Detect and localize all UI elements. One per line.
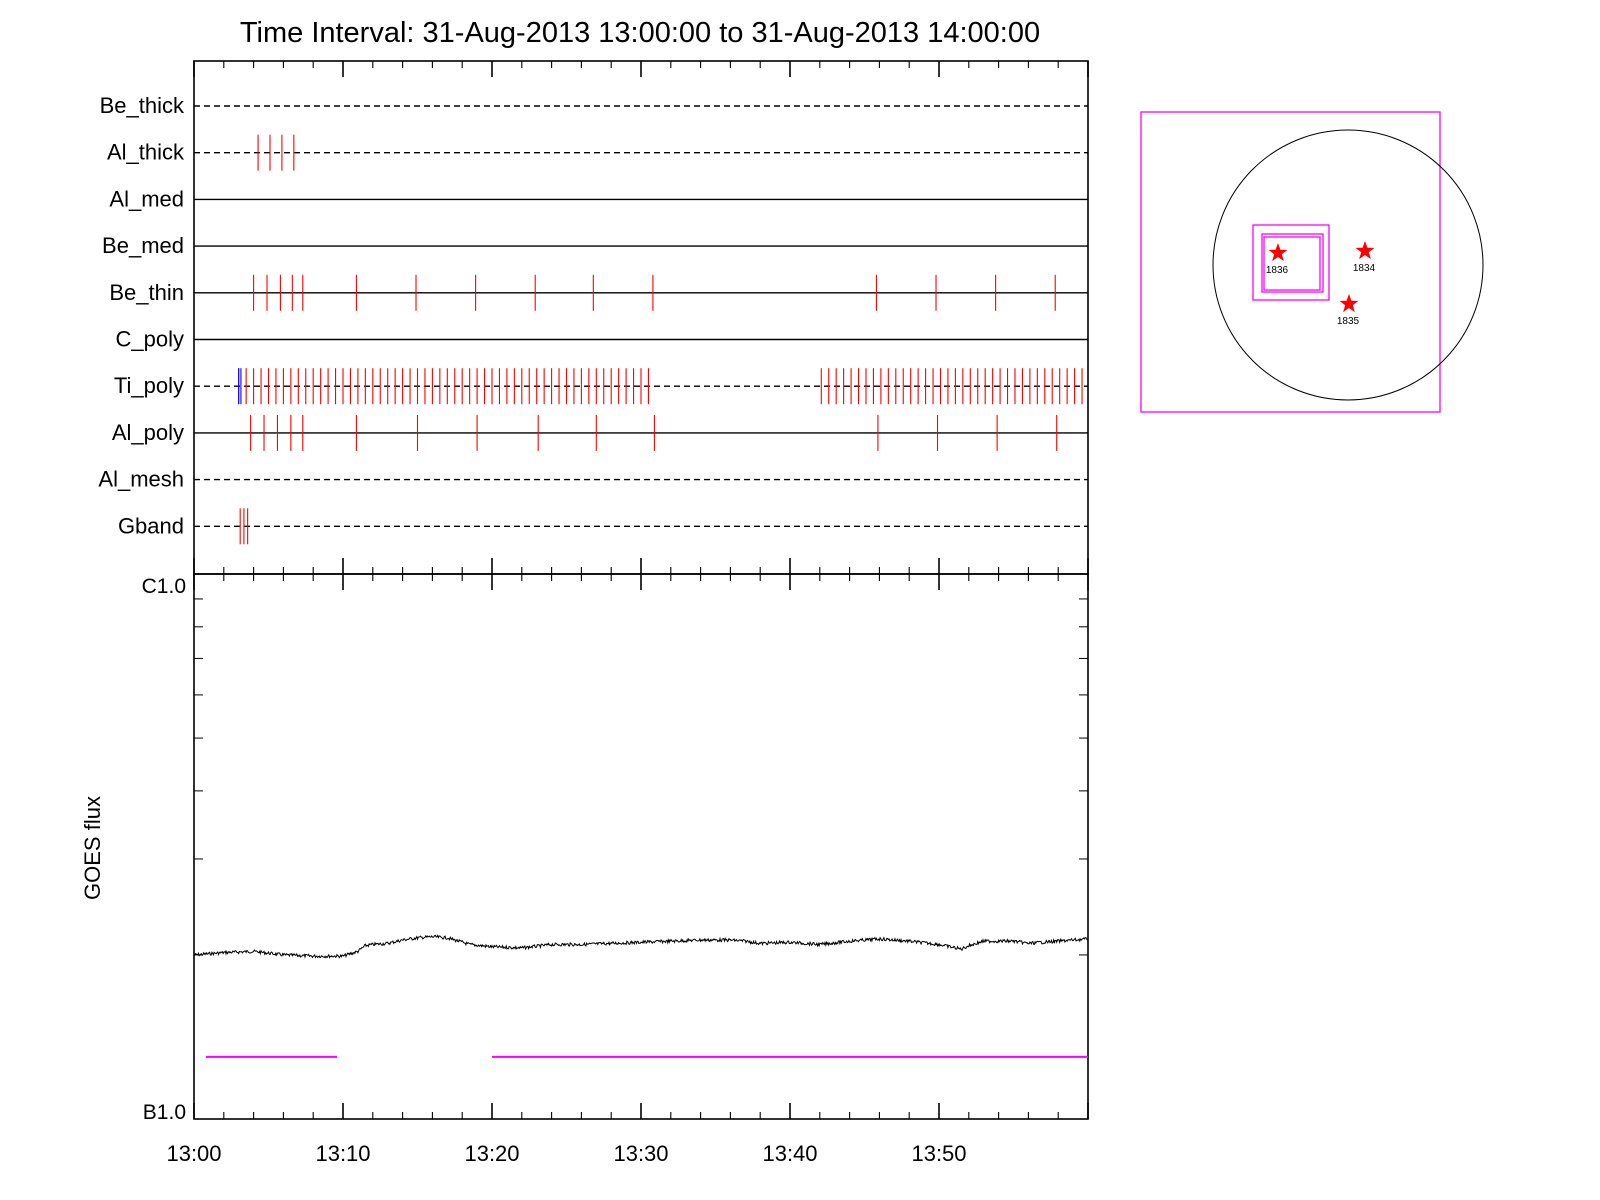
filter-label-be-med: Be_med [102,233,184,258]
y-tick-label-bottom: B1.0 [143,1101,186,1124]
region-label-1836: 1836 [1266,265,1289,276]
x-tick-label: 13:10 [315,1141,370,1166]
map-field-of-view-box [1140,111,1441,413]
x-tick-label: 13:20 [464,1141,519,1166]
filter-rows: Be_thick Al_thick Al_med Be_med Be_thin C_pol… [98,93,1088,545]
x-tick-label: 13:50 [911,1141,966,1166]
star-icon [1268,243,1288,262]
filter-label-be-thin: Be_thin [109,280,184,305]
x-tick-label: 13:40 [762,1141,817,1166]
goes-panel: C1.0 B1.0 GOES flux [80,573,1089,1124]
sun-map: 1836 1834 1835 [1140,111,1484,413]
filter-panel-ticks [193,61,1089,574]
x-tick-label: 13:00 [166,1141,221,1166]
goes-series [193,934,1089,1058]
x-tick-label: 13:30 [613,1141,668,1166]
star-icon [1339,294,1359,313]
filter-label-ti-poly: Ti_poly [114,373,184,398]
filter-label-al-med: Al_med [109,186,184,211]
map-region-box-middle [1261,233,1324,293]
filter-label-al-mesh: Al_mesh [98,467,184,492]
y-axis-label: GOES flux [80,796,105,900]
active-region-stars [1268,241,1375,313]
y-tick-label-top: C1.0 [142,575,186,598]
map-region-box-inner [1263,236,1321,291]
x-tick-labels: 13:00 13:10 13:20 13:30 13:40 13:50 [166,1141,966,1166]
filter-panel-frame [193,60,1089,575]
filter-label-al-poly: Al_poly [112,420,184,445]
chart-title: Time Interval: 31-Aug-2013 13:00:00 to 3… [240,17,1040,49]
map-region-box-outer [1252,224,1330,301]
region-label-1835: 1835 [1337,316,1360,327]
goes-panel-ticks [193,574,1089,1119]
goes-flux-line [193,934,1089,959]
star-icon [1355,241,1375,260]
filter-label-be-thick: Be_thick [100,93,185,118]
goes-panel-frame [193,573,1089,1120]
filter-label-al-thick: Al_thick [107,140,185,165]
filter-label-c-poly: C_poly [116,327,184,352]
filter-panel: Be_thick Al_thick Al_med Be_med Be_thin C_pol… [98,60,1089,575]
solar-disk [1212,129,1484,401]
filter-label-gband: Gband [118,513,184,538]
region-label-1834: 1834 [1353,263,1376,274]
